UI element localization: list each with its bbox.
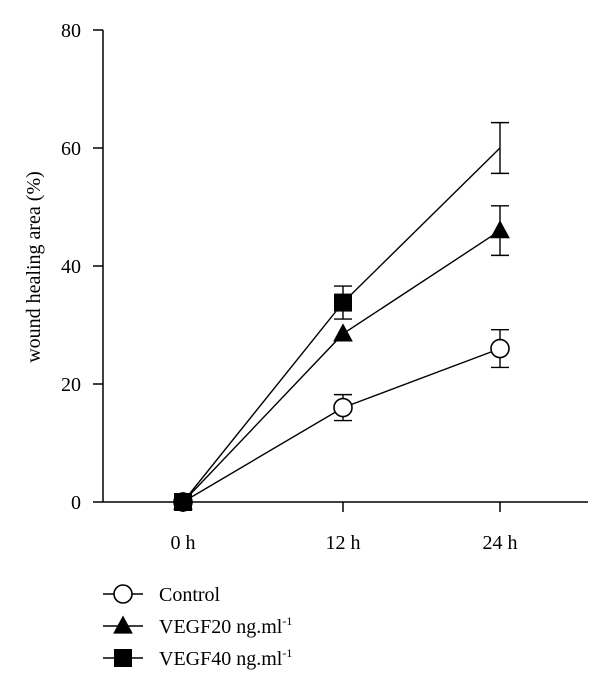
y-tick-label: 40: [61, 256, 81, 278]
chart-legend: Control VEGF20 ng.ml-1 VEGF40 ng.ml-1: [103, 584, 292, 670]
legend-item: Control: [103, 584, 221, 606]
square-marker: [174, 493, 192, 511]
x-tick-label: 0 h: [171, 532, 196, 554]
triangle-marker: [490, 220, 510, 239]
legend-item: VEGF20 ng.ml-1: [103, 614, 292, 638]
legend-label: VEGF20 ng.ml-1: [159, 614, 292, 638]
triangle-marker: [333, 323, 353, 342]
y-tick-label: 60: [61, 138, 81, 160]
legend-triangle-marker: [113, 615, 133, 634]
y-tick-label: 80: [61, 20, 81, 42]
x-tick-label: 24 h: [483, 532, 518, 554]
square-marker: [334, 293, 352, 312]
legend-square-marker: [114, 649, 132, 667]
circle-marker: [490, 338, 510, 359]
series-line: [182, 147, 501, 503]
y-axis-label: wound healing area (%): [23, 171, 45, 363]
legend-circle-marker: [113, 584, 133, 604]
x-tick-label: 12 h: [326, 532, 361, 554]
chart-axes: 0 20 40 60 80 0 h 12 h 24 h: [61, 20, 588, 554]
legend-label: Control: [159, 584, 221, 606]
series-line: [182, 347, 501, 503]
y-tick-label: 0: [71, 492, 81, 514]
legend-item: VEGF40 ng.ml-1: [103, 646, 292, 670]
circle-marker: [333, 397, 353, 418]
legend-label: VEGF40 ng.ml-1: [159, 646, 292, 670]
y-tick-label: 20: [61, 374, 81, 396]
plot-area: [173, 121, 510, 512]
